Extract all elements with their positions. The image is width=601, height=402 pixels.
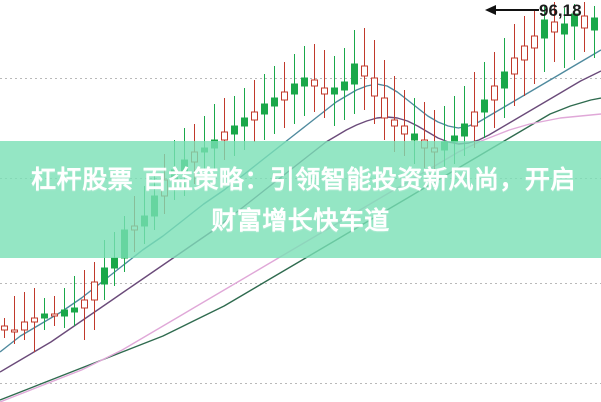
banner-headline-line-1: 杠杆股票 百益策略：引领智能投资新风尚，开启 (31, 164, 576, 194)
price-callout-label: 96,18 (539, 1, 582, 20)
left-arrow-icon (485, 5, 539, 15)
banner-headline-line-2: 财富增长快车道 (211, 205, 390, 235)
banner-text-block: 杠杆股票 百益策略：引领智能投资新风尚，开启 财富增长快车道 (0, 141, 601, 258)
